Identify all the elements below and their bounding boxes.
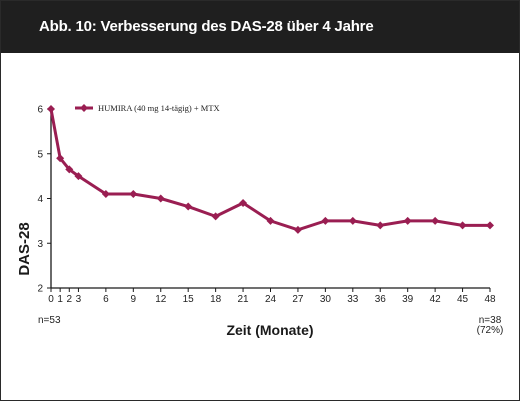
x-tick-labels: 0 1 2 3 6 9 12 15 18 21 24 27 30 33 36 39 42 45 48 (48, 294, 496, 305)
legend-label: HUMIRA (40 mg 14-tägig) + MTX (98, 103, 220, 113)
start-n-annotation: n=53 (38, 315, 61, 326)
x-tick-label: 27 (292, 294, 304, 305)
x-tick-label: 9 (131, 294, 137, 305)
data-point (129, 190, 138, 199)
x-tick-label: 0 (48, 294, 54, 305)
end-n-annotation: n=38 (479, 315, 502, 326)
data-point (266, 216, 275, 225)
chart-axes (47, 107, 491, 292)
data-point (293, 225, 302, 234)
x-tick-label: 12 (155, 294, 167, 305)
x-tick-label: 6 (103, 294, 109, 305)
data-point (321, 216, 330, 225)
y-tick-label: 5 (37, 149, 43, 160)
data-point (239, 198, 248, 207)
end-pct-annotation: (72%) (477, 325, 504, 336)
x-tick-label: 39 (402, 294, 414, 305)
y-tick-label: 4 (37, 194, 43, 205)
x-tick-label: 21 (238, 294, 250, 305)
y-tick-labels: 2 3 4 5 6 (37, 105, 43, 295)
chart-legend: HUMIRA (40 mg 14-tägig) + MTX (75, 103, 220, 113)
data-point (348, 216, 357, 225)
data-point (211, 212, 220, 221)
series-layer (47, 105, 494, 234)
data-point (458, 221, 467, 230)
x-tick-label: 15 (183, 294, 195, 305)
x-tick-label: 36 (375, 294, 387, 305)
data-point (403, 216, 412, 225)
y-tick-label: 6 (37, 105, 43, 116)
x-tick-label: 42 (430, 294, 442, 305)
figure-header: Abb. 10: Verbesserung des DAS-28 über 4 … (1, 1, 519, 53)
x-tick-label: 2 (67, 294, 73, 305)
x-tick-label: 18 (210, 294, 222, 305)
legend-swatch-marker (80, 104, 88, 112)
x-tick-label: 45 (457, 294, 469, 305)
x-tick-label: 33 (347, 294, 359, 305)
x-tick-label: 1 (57, 294, 63, 305)
y-axis-title: DAS-28 (16, 222, 33, 275)
data-point (74, 172, 83, 181)
x-tick-label: 24 (265, 294, 277, 305)
data-point (184, 202, 193, 211)
x-tick-label: 3 (76, 294, 82, 305)
data-point (486, 221, 494, 230)
y-tick-label: 3 (37, 239, 43, 250)
x-axis-title: Zeit (Monate) (226, 322, 313, 338)
y-tick-label: 2 (37, 284, 43, 295)
figure-title: Abb. 10: Verbesserung des DAS-28 über 4 … (39, 18, 374, 35)
data-point (431, 216, 440, 225)
data-point (65, 165, 74, 174)
data-point (47, 105, 55, 113)
data-point (156, 194, 165, 203)
x-tick-label: 30 (320, 294, 332, 305)
data-point (101, 190, 110, 199)
data-point (376, 221, 385, 230)
data-point (56, 154, 65, 163)
series-line (49, 108, 490, 232)
x-tick-label: 48 (484, 294, 496, 305)
